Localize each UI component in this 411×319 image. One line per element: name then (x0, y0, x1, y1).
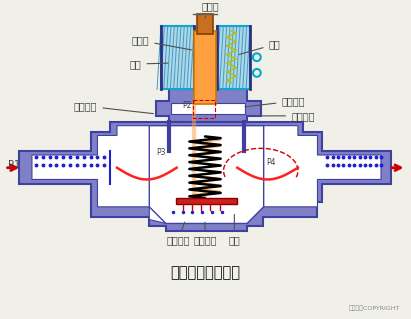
Text: 弹簧: 弹簧 (239, 40, 280, 55)
Polygon shape (175, 198, 237, 204)
Text: 动铁心: 动铁心 (132, 35, 192, 50)
Text: P3: P3 (156, 148, 166, 157)
Polygon shape (171, 103, 245, 114)
Polygon shape (149, 126, 264, 223)
Text: 膜片: 膜片 (229, 214, 240, 245)
Text: 线圈: 线圈 (130, 59, 168, 69)
Text: 主阀阀座: 主阀阀座 (167, 222, 190, 245)
Text: 平衡孔道: 平衡孔道 (74, 101, 153, 114)
Text: P1: P1 (9, 160, 21, 170)
Bar (193, 100, 215, 118)
Text: 管道联系式电磁阀: 管道联系式电磁阀 (170, 265, 240, 280)
Text: P2: P2 (182, 101, 192, 110)
Text: 守阀阀座: 守阀阀座 (245, 96, 305, 107)
Bar (161, 26, 194, 90)
Text: 东方仿真COPYRIGHT: 东方仿真COPYRIGHT (349, 306, 401, 311)
Text: 定铁心: 定铁心 (201, 1, 219, 18)
Polygon shape (32, 126, 381, 223)
Text: P4: P4 (267, 158, 276, 167)
Text: 主阀阀芯: 主阀阀芯 (193, 222, 217, 245)
Polygon shape (156, 90, 261, 122)
Bar (197, 14, 213, 34)
Bar (194, 31, 216, 104)
Bar (217, 26, 250, 90)
Polygon shape (19, 122, 391, 231)
Text: 泄压孔道: 泄压孔道 (257, 111, 314, 121)
